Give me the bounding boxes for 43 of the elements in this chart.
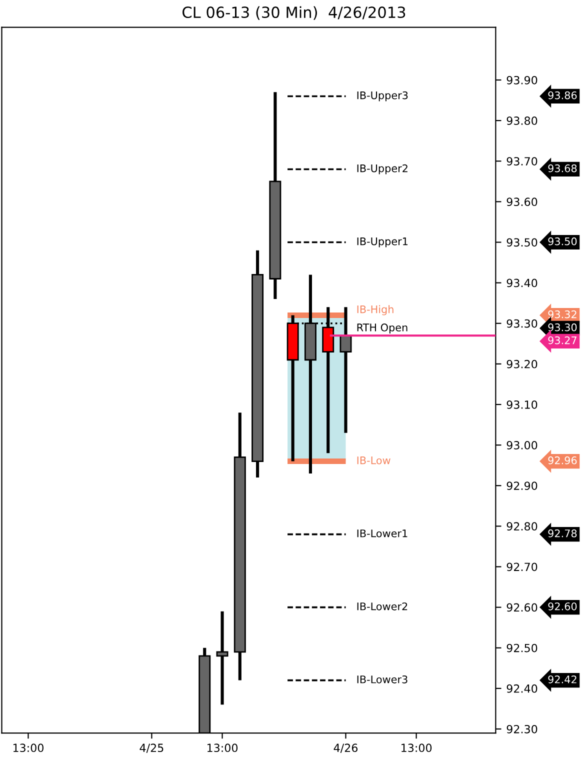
x-tick-label: 13:00 [207,744,238,752]
chart-title: CL 06-13 (30 Min) 4/26/2013 [182,6,406,20]
text: 92.78 [548,529,577,538]
x-tick-label: 4/25 [140,744,164,753]
text: 92.96 [548,456,577,464]
ref-line-label: IB-Low [357,456,390,464]
ref-line-label: IB-Upper3 [357,91,408,102]
x-tick-label: 4/26 [334,744,358,753]
ref-line-label: RTH Open [357,324,408,334]
text: 93.32 [548,310,576,318]
ref-line-label: IB-Lower2 [357,602,408,610]
y-tick-label: 92.50 [506,644,538,652]
text: 93.30 [548,323,577,332]
y-tick-label: 93.30 [506,319,538,328]
y-tick-label: 93.00 [506,441,538,450]
ref-line-label: IB-High [357,305,394,316]
ref-line-label: IB-Lower1 [357,530,408,538]
y-tick-label: 92.60 [506,603,538,612]
text: 93.50 [548,237,577,246]
y-tick-label: 93.80 [506,116,538,125]
candlestick [216,611,228,705]
text: 93.27 [548,336,576,344]
text: 93.68 [548,164,577,172]
y-tick-label: 93.10 [506,400,538,409]
y-tick-label: 92.30 [506,724,538,734]
y-tick-label: 93.60 [506,198,538,206]
y-tick-label: 93.50 [506,238,538,247]
text: 92.60 [548,602,577,610]
y-tick-label: 93.20 [506,360,538,368]
y-tick-label: 93.40 [506,278,538,288]
x-tick-label: 13:00 [402,744,432,752]
ref-line-label: IB-Upper2 [357,164,408,174]
y-tick-label: 93.90 [506,76,538,84]
y-tick-label: 93.70 [506,157,538,166]
y-tick-label: 92.40 [506,684,538,693]
ref-line-label: IB-Upper1 [357,238,408,248]
y-tick-label: 92.70 [506,562,538,572]
y-tick-label: 92.80 [506,522,538,531]
y-tick-label: 92.90 [506,482,538,490]
x-tick-label: 13:00 [13,744,44,752]
text: 92.42 [548,675,576,684]
ref-line-label: IB-Lower3 [357,675,408,684]
text: 93.86 [548,91,577,100]
